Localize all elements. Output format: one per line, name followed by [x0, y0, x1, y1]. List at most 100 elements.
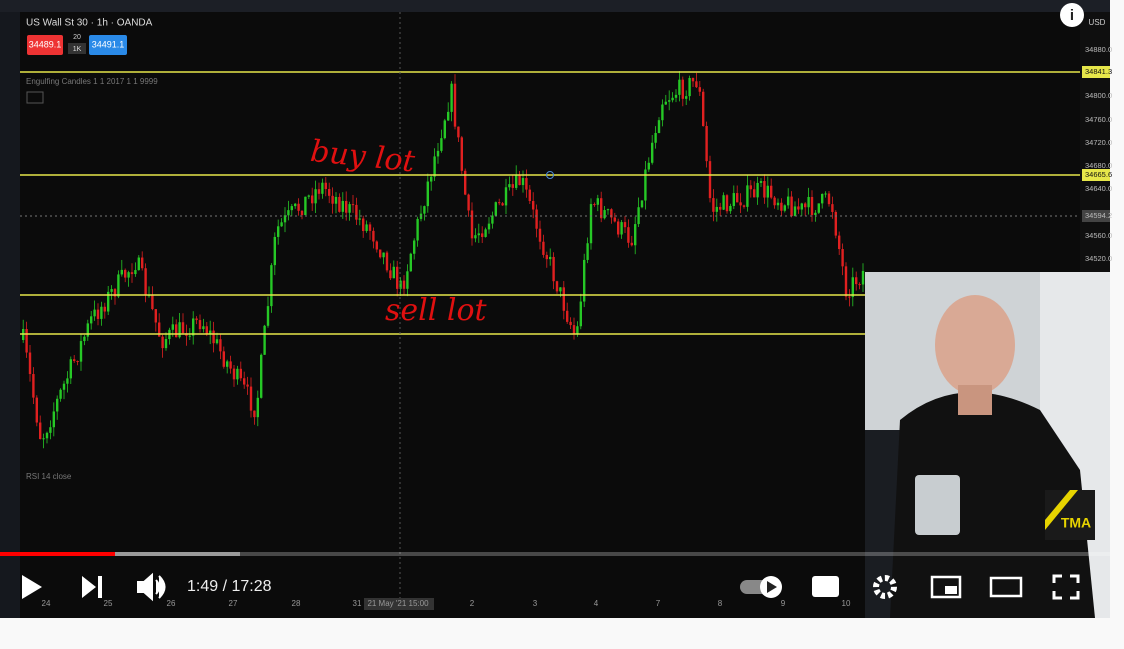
- candle-body: [409, 253, 412, 272]
- candle-body: [198, 320, 202, 330]
- candle-body: [389, 270, 392, 279]
- time-label: 31: [353, 599, 362, 608]
- candle-body: [535, 209, 538, 229]
- price-label: 34594.2: [1085, 211, 1112, 220]
- candle-body: [134, 270, 137, 275]
- candle-body: [161, 336, 164, 349]
- settings-button[interactable]: [873, 575, 897, 599]
- info-button[interactable]: [1060, 3, 1084, 27]
- candle-body: [831, 204, 834, 212]
- candle-body: [447, 111, 450, 121]
- next-button[interactable]: [82, 576, 102, 598]
- candle-body: [600, 198, 603, 219]
- candle-body: [164, 339, 168, 349]
- candle-body: [311, 195, 314, 204]
- volume-button[interactable]: [137, 572, 166, 602]
- candle-body: [314, 189, 317, 204]
- candle-body: [770, 185, 773, 198]
- symbol: US Wall St 30 · 1h · OANDA: [26, 18, 153, 29]
- collapse[interactable]: [26, 91, 44, 104]
- candle-body: [596, 198, 599, 205]
- candle-body: [824, 193, 827, 195]
- candle-body: [783, 205, 786, 211]
- info-icon: i: [1070, 7, 1074, 24]
- candle-body: [423, 206, 426, 214]
- candle-body: [681, 79, 684, 99]
- candle-body: [787, 196, 790, 206]
- candle-body: [780, 202, 783, 211]
- candle-body: [474, 235, 477, 239]
- anchor: [546, 171, 554, 179]
- candle-body: [528, 189, 531, 202]
- candle-body: [545, 254, 548, 260]
- candle-body: [297, 203, 300, 211]
- candle-body: [294, 203, 297, 207]
- candle-body: [192, 318, 195, 336]
- candle-body: [86, 323, 89, 337]
- sell-button[interactable]: [27, 35, 63, 55]
- candle-body: [583, 259, 586, 302]
- candle-body: [814, 212, 817, 215]
- theater-button[interactable]: [989, 576, 1023, 598]
- candle-body: [851, 277, 854, 298]
- candle-body: [436, 150, 440, 157]
- candle-body: [654, 132, 657, 143]
- candle-body: [396, 266, 399, 289]
- candle-body: [637, 207, 640, 225]
- candle-body: [763, 181, 766, 198]
- candle-body: [766, 185, 769, 198]
- candle-body: [212, 330, 215, 344]
- candle-body: [32, 374, 35, 398]
- play-button[interactable]: [22, 575, 42, 599]
- candle-body: [42, 438, 45, 440]
- candle-body: [549, 256, 552, 260]
- candle-body: [855, 277, 858, 285]
- candle-body: [130, 272, 134, 275]
- progress-track[interactable]: [0, 552, 1110, 556]
- candle-body: [657, 120, 661, 133]
- candle-body: [141, 257, 144, 269]
- time-label: 4: [594, 599, 599, 608]
- time-label: 10: [842, 599, 851, 608]
- candle-body: [328, 189, 331, 196]
- candle-body: [586, 243, 589, 260]
- candle-body: [661, 104, 664, 121]
- candle-body: [678, 79, 681, 95]
- candle-body: [494, 202, 497, 216]
- price-label: 34560.0: [1085, 231, 1112, 240]
- candle-body: [56, 398, 59, 412]
- cc-button[interactable]: [812, 576, 839, 597]
- candle-body: [487, 223, 491, 230]
- candle-body: [209, 330, 212, 335]
- candle-body: [725, 195, 729, 212]
- candle-body: [572, 325, 576, 335]
- candle-body: [623, 222, 627, 228]
- price-label: 34665.6: [1085, 170, 1112, 179]
- candle-body: [79, 341, 83, 362]
- buy-button[interactable]: [89, 35, 127, 55]
- miniplayer-button[interactable]: [930, 575, 962, 599]
- candle-body: [440, 138, 443, 151]
- sell-price: 34489.1: [29, 39, 62, 49]
- candle-body: [260, 354, 263, 398]
- candle-body: [593, 204, 596, 206]
- candle-body: [756, 182, 759, 198]
- candle-body: [453, 83, 457, 127]
- miniplayer-inner: [945, 586, 957, 594]
- candle-body: [790, 196, 793, 217]
- autoplay-icon: [767, 581, 777, 593]
- candle-body: [470, 210, 474, 239]
- time-label: 2: [470, 599, 475, 608]
- time-label: 7: [656, 599, 661, 608]
- candle-body: [341, 200, 344, 212]
- candle-body: [49, 427, 52, 433]
- candle-body: [151, 295, 154, 310]
- candle-body: [181, 322, 185, 334]
- candle-body: [232, 368, 236, 380]
- candle-body: [413, 240, 416, 254]
- candle-body: [59, 389, 62, 399]
- fullscreen-button[interactable]: [1052, 574, 1080, 600]
- candle-body: [226, 361, 229, 367]
- candle-body: [243, 378, 246, 385]
- candle-body: [280, 222, 283, 227]
